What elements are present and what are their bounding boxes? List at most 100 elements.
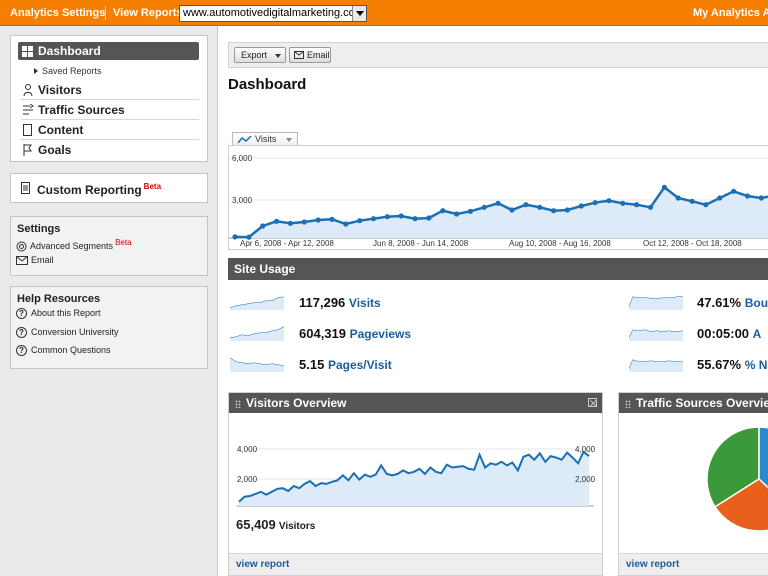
visits-point[interactable] <box>606 198 612 204</box>
conversion-university-link[interactable]: ? Conversion University <box>16 327 119 339</box>
settings-title: Settings <box>17 223 61 235</box>
visits-point[interactable] <box>592 200 598 206</box>
visitors-overview-header[interactable]: Visitors Overview <box>229 393 602 413</box>
visits-point[interactable] <box>301 219 307 225</box>
visits-point[interactable] <box>647 204 654 210</box>
view-reports-label: View Reports: <box>113 7 187 19</box>
analytics-settings-link[interactable]: Analytics Settings <box>10 7 106 19</box>
top-bar: Analytics Settings View Reports: www.aut… <box>0 0 768 26</box>
y-tick-label: 4,000 <box>575 445 596 454</box>
visits-point[interactable] <box>426 215 432 221</box>
metric-pageviews[interactable]: 604,319 Pageviews <box>299 326 411 341</box>
help-resources-title: Help Resources <box>17 293 101 305</box>
metric-avg-time[interactable]: 00:05:00 A <box>697 326 761 341</box>
metric-visits[interactable]: 117,296 Visits <box>299 295 381 310</box>
advanced-segments-link[interactable]: Advanced Segments Beta <box>16 238 132 252</box>
custom-reporting-box[interactable]: Custom Reporting Beta <box>10 173 208 203</box>
visits-point[interactable] <box>537 204 543 210</box>
page-title: Dashboard <box>228 76 307 93</box>
visits-point[interactable] <box>246 234 252 240</box>
visits-point[interactable] <box>564 207 570 213</box>
help-resources-box: Help Resources ? About this Report ? Conve… <box>10 286 208 369</box>
visits-point[interactable] <box>620 200 626 206</box>
metric-new-visits[interactable]: 55.67% % N <box>697 357 767 372</box>
metric-pages-per-visit[interactable]: 5.15 Pages/Visit <box>299 357 392 372</box>
visits-point[interactable] <box>578 203 584 209</box>
traffic-sources-overview-header[interactable]: Traffic Sources Overvie <box>619 393 768 413</box>
visits-point[interactable] <box>551 208 557 214</box>
visits-point[interactable] <box>454 211 460 217</box>
visits-point[interactable] <box>689 198 695 204</box>
line-chart-icon <box>238 136 252 144</box>
common-questions-link[interactable]: ? Common Questions <box>16 345 111 357</box>
view-report-link[interactable]: view report <box>626 559 680 570</box>
beta-badge: Beta <box>143 182 162 191</box>
email-label: Email <box>31 255 54 265</box>
metric-value: 55.67% <box>697 357 742 372</box>
settings-box: Settings Advanced Segments Beta Email <box>10 216 208 276</box>
envelope-icon <box>294 51 304 59</box>
visits-point[interactable] <box>273 218 280 224</box>
pie-slice[interactable] <box>758 426 768 515</box>
metric-label: Pages/Visit <box>327 358 392 372</box>
email-button[interactable]: Email <box>289 47 331 63</box>
traffic-sources-overview-title: Traffic Sources Overvie <box>636 396 768 410</box>
visits-point[interactable] <box>717 195 723 201</box>
visits-point[interactable] <box>384 214 390 220</box>
sidebar-item-dashboard[interactable]: Dashboard <box>18 42 199 60</box>
drag-handle-icon[interactable] <box>625 399 631 408</box>
visitors-overview-footer: view report <box>229 553 602 575</box>
visits-point[interactable] <box>675 195 681 201</box>
sidebar-item-label: Dashboard <box>38 44 101 58</box>
visits-point[interactable] <box>357 218 363 224</box>
nav-box: Dashboard Saved Reports Visitors Traffic… <box>10 35 208 162</box>
metric-bounce-rate[interactable]: 47.61% Bou <box>697 295 768 310</box>
drag-handle-icon[interactable] <box>235 399 241 408</box>
my-analytics-accounts-link[interactable]: My Analytics Acc <box>693 7 768 19</box>
visits-point[interactable] <box>731 188 737 194</box>
visits-point[interactable] <box>703 202 709 208</box>
sidebar-item-content[interactable]: Content <box>21 120 199 140</box>
visits-point[interactable] <box>370 216 377 222</box>
visits-point[interactable] <box>481 204 487 210</box>
visitors-total-label: Visitors <box>278 521 316 532</box>
custom-reporting-link[interactable]: Custom Reporting Beta <box>37 182 161 197</box>
about-this-report-link[interactable]: ? About this Report <box>16 308 101 320</box>
visits-point[interactable] <box>744 193 751 199</box>
site-select[interactable]: www.automotivedigitalmarketing.com/ <box>179 5 367 22</box>
close-icon[interactable] <box>588 398 597 407</box>
visits-point[interactable] <box>260 223 266 229</box>
site-usage-header: Site Usage <box>228 258 768 280</box>
view-report-link[interactable]: view report <box>236 559 290 570</box>
segments-icon <box>16 241 27 252</box>
visits-point[interactable] <box>467 208 473 214</box>
sidebar-item-saved-reports[interactable]: Saved Reports <box>34 66 102 76</box>
visitors-area <box>239 451 589 506</box>
visits-point[interactable] <box>758 195 764 201</box>
visits-point[interactable] <box>661 184 667 190</box>
visits-point[interactable] <box>509 207 515 213</box>
visits-point[interactable] <box>232 234 238 240</box>
visits-point[interactable] <box>315 217 321 223</box>
visits-point[interactable] <box>440 208 446 214</box>
visits-point[interactable] <box>287 220 293 226</box>
traffic-sources-icon <box>23 104 34 115</box>
advanced-segments-label: Advanced Segments <box>30 241 114 251</box>
visits-point[interactable] <box>634 202 640 208</box>
visits-point[interactable] <box>398 213 404 219</box>
settings-email-link[interactable]: Email <box>16 255 54 266</box>
visits-point[interactable] <box>495 200 501 206</box>
pie-slice[interactable] <box>714 478 768 531</box>
new-visits-sparkline <box>629 359 683 372</box>
traffic-sources-pie <box>706 426 768 531</box>
sidebar-item-goals[interactable]: Goals <box>21 140 199 160</box>
visits-point[interactable] <box>343 221 349 227</box>
y-tick-label: 2,000 <box>575 475 596 484</box>
sidebar-item-visitors[interactable]: Visitors <box>21 80 199 100</box>
visits-point[interactable] <box>329 216 335 222</box>
export-button[interactable]: Export <box>234 47 286 63</box>
visits-point[interactable] <box>412 216 418 222</box>
visits-metric-tab[interactable]: Visits <box>232 132 298 146</box>
sidebar-item-traffic-sources[interactable]: Traffic Sources <box>21 100 199 120</box>
visits-point[interactable] <box>523 202 529 208</box>
